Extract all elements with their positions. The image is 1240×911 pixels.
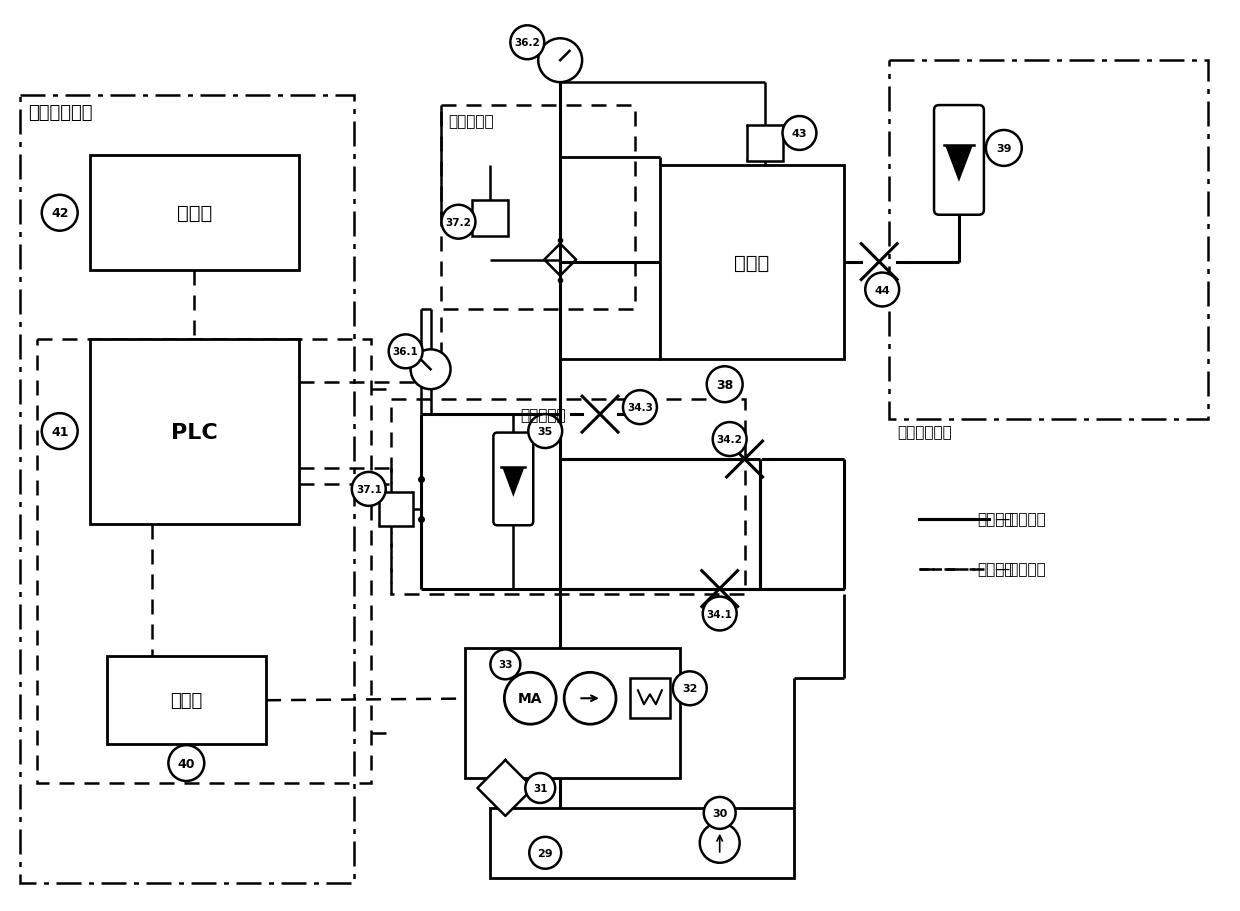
Text: 34.1: 34.1	[707, 609, 733, 619]
Circle shape	[528, 415, 562, 448]
Text: 35: 35	[538, 426, 553, 436]
Circle shape	[505, 672, 557, 724]
Polygon shape	[945, 146, 973, 182]
Text: 压力筒: 压力筒	[734, 253, 770, 272]
Text: 37.1: 37.1	[356, 485, 382, 495]
Circle shape	[42, 414, 78, 449]
Circle shape	[42, 196, 78, 231]
Circle shape	[986, 131, 1022, 167]
Text: 29: 29	[537, 848, 553, 858]
FancyBboxPatch shape	[494, 433, 533, 526]
Bar	[378, 492, 413, 527]
Circle shape	[538, 39, 582, 83]
Text: 43: 43	[791, 128, 807, 138]
Circle shape	[707, 367, 743, 403]
Polygon shape	[502, 467, 525, 497]
Circle shape	[441, 206, 475, 240]
Circle shape	[490, 650, 521, 680]
Text: 32: 32	[682, 683, 697, 693]
Bar	[465, 649, 680, 778]
Bar	[107, 657, 267, 744]
Circle shape	[526, 773, 556, 804]
Text: 第二水阀块: 第二水阀块	[449, 114, 495, 128]
Text: 34.2: 34.2	[717, 435, 743, 445]
Text: 40: 40	[177, 757, 195, 770]
Bar	[440, 106, 635, 310]
Text: 34.3: 34.3	[627, 403, 653, 413]
Bar	[889, 61, 1208, 420]
Text: 变频器: 变频器	[170, 691, 202, 710]
Text: 39: 39	[996, 144, 1012, 154]
Text: 31: 31	[533, 783, 548, 793]
Text: 触摸屏: 触摸屏	[176, 203, 212, 222]
Text: 30: 30	[712, 808, 728, 818]
Circle shape	[713, 423, 746, 456]
Bar	[391, 400, 744, 594]
Text: 36.2: 36.2	[515, 38, 541, 48]
Text: MA: MA	[518, 691, 543, 705]
Text: 水压控制装置: 水压控制装置	[27, 104, 92, 122]
Text: 42: 42	[51, 207, 68, 220]
Text: 压力补偿装置: 压力补偿装置	[898, 425, 952, 440]
Text: 33: 33	[498, 660, 512, 670]
Bar	[89, 156, 299, 271]
Bar	[660, 166, 844, 360]
Bar	[89, 340, 299, 524]
Polygon shape	[477, 761, 533, 816]
Bar	[746, 126, 782, 162]
Circle shape	[529, 837, 562, 869]
Text: 38: 38	[715, 378, 733, 392]
Circle shape	[699, 823, 739, 863]
Bar	[490, 808, 795, 877]
Circle shape	[388, 335, 423, 369]
Bar	[37, 340, 371, 783]
Circle shape	[169, 745, 205, 781]
Text: 41: 41	[51, 425, 68, 438]
Bar	[472, 200, 508, 237]
Bar	[20, 96, 353, 883]
Text: 电气连接: 电气连接	[977, 561, 1013, 577]
Text: 第一水阀块: 第一水阀块	[521, 408, 565, 423]
Circle shape	[622, 391, 657, 425]
Text: 水路连接: 水路连接	[977, 512, 1013, 527]
Text: —水路连接: —水路连接	[993, 512, 1045, 527]
Text: 36.1: 36.1	[393, 347, 419, 357]
Circle shape	[703, 597, 737, 630]
Bar	[630, 679, 670, 719]
Text: PLC: PLC	[171, 422, 218, 442]
Circle shape	[511, 26, 544, 60]
Circle shape	[673, 671, 707, 705]
Text: —电气连接: —电气连接	[993, 561, 1045, 577]
Text: 44: 44	[874, 285, 890, 295]
Circle shape	[866, 273, 899, 307]
Circle shape	[564, 672, 616, 724]
Text: 37.2: 37.2	[445, 218, 471, 228]
Circle shape	[410, 350, 450, 390]
Circle shape	[352, 473, 386, 507]
Circle shape	[704, 797, 735, 829]
Circle shape	[782, 117, 816, 150]
FancyBboxPatch shape	[934, 106, 983, 216]
